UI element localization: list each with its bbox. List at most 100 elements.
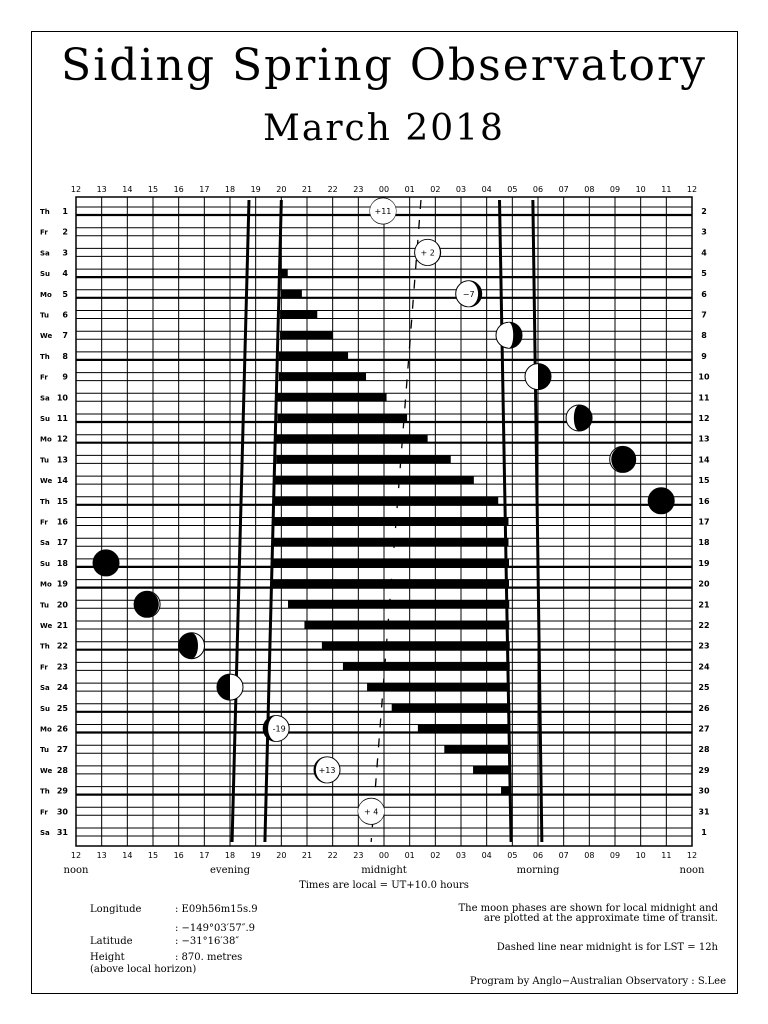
hour-label-top: 10 xyxy=(636,185,646,194)
weekday-label: Sa xyxy=(40,684,50,692)
day-number-label: 18 xyxy=(57,559,69,568)
next-day-label: 20 xyxy=(698,580,710,589)
next-day-label: 10 xyxy=(698,373,710,382)
time-word-label: morning xyxy=(517,865,560,876)
dark-time-bar xyxy=(288,600,510,609)
hour-label-top: 18 xyxy=(225,185,235,194)
weekday-label: Sa xyxy=(40,539,50,547)
weekday-label: Mo xyxy=(40,436,52,444)
weekday-label: We xyxy=(40,622,52,630)
weekday-label: Sa xyxy=(40,829,50,837)
weekday-label: Tu xyxy=(40,312,49,320)
day-number-label: 26 xyxy=(57,725,69,734)
day-number-label: 4 xyxy=(62,269,68,278)
next-day-label: 13 xyxy=(698,435,709,444)
moon-shadow xyxy=(135,591,159,618)
weekday-label: Mo xyxy=(40,726,52,734)
timezone-note: Times are local = UT+10.0 hours xyxy=(299,880,469,891)
dark-time-bar xyxy=(473,765,511,774)
hour-label-top: 09 xyxy=(610,185,620,194)
weekday-label: Mo xyxy=(40,581,52,589)
hour-label-top: 02 xyxy=(430,185,440,194)
hour-label-top: 16 xyxy=(174,185,184,194)
dark-time-bar xyxy=(342,662,510,671)
dark-time-bar xyxy=(273,517,509,526)
latitude-value: : −31°16′38″ xyxy=(175,936,240,947)
dark-time-bar xyxy=(280,331,333,340)
hour-label-bottom: 15 xyxy=(148,851,158,860)
longitude-degrees: : −149°03′57″.9 xyxy=(175,923,256,934)
hour-label-bottom: 04 xyxy=(482,851,492,860)
moon-shadow xyxy=(538,363,551,390)
day-number-label: 5 xyxy=(62,290,68,299)
hour-label-top: 14 xyxy=(122,185,132,194)
hour-label-top: 13 xyxy=(97,185,107,194)
twilight-line-morning-astronomical xyxy=(498,199,513,843)
hour-label-top: 23 xyxy=(353,185,363,194)
moon-shadow xyxy=(93,549,120,576)
weekday-label: Th xyxy=(40,498,50,506)
weekday-label: Fr xyxy=(40,808,48,816)
next-day-label: 14 xyxy=(698,455,710,464)
time-word-label: noon xyxy=(64,865,89,876)
day-number-label: 17 xyxy=(57,538,68,547)
weekday-label: Tu xyxy=(40,601,49,609)
next-day-label: 8 xyxy=(701,331,707,340)
hour-label-bottom: 21 xyxy=(302,851,312,860)
moon-phase-label: + 4 xyxy=(364,807,378,816)
twilight-line-morning-civil xyxy=(531,199,544,843)
hour-label-bottom: 09 xyxy=(610,851,620,860)
moon-shadow xyxy=(217,674,230,701)
hour-label-top: 07 xyxy=(559,185,569,194)
next-day-label: 25 xyxy=(698,683,710,692)
moon-note-line2: are plotted at the approximate time of t… xyxy=(483,913,718,924)
lst-12h-dashed-line xyxy=(370,199,422,843)
hour-label-top: 05 xyxy=(507,185,517,194)
twilight-line-evening-civil xyxy=(230,199,251,843)
dashed-line-note: Dashed line near midnight is for LST = 1… xyxy=(496,942,718,953)
hour-label-top: 22 xyxy=(328,185,338,194)
hour-label-bottom: 05 xyxy=(507,851,517,860)
page-border xyxy=(31,31,738,994)
hour-label-top: 11 xyxy=(661,185,671,194)
next-day-label: 21 xyxy=(698,600,710,609)
next-day-label: 18 xyxy=(698,538,710,547)
next-day-label: 3 xyxy=(701,228,707,237)
next-day-label: 6 xyxy=(701,290,707,299)
weekday-label: Fr xyxy=(40,229,48,237)
dark-time-bar xyxy=(277,393,387,402)
page-title: Siding Spring Observatory xyxy=(61,40,707,91)
height-label: Height xyxy=(90,952,125,963)
dark-time-bar xyxy=(274,476,474,485)
moon-shadow xyxy=(611,446,635,473)
weekday-label: Sa xyxy=(40,394,50,402)
dark-time-bar xyxy=(278,372,367,381)
day-number-label: 9 xyxy=(62,373,68,382)
day-number-label: 22 xyxy=(57,642,68,651)
moon-lit xyxy=(268,715,285,742)
hour-label-top: 15 xyxy=(148,185,158,194)
weekday-label: Mo xyxy=(40,291,52,299)
weekday-label: Tu xyxy=(40,456,49,464)
moon-phase-label: −7 xyxy=(463,290,475,299)
weekday-label: We xyxy=(40,477,52,485)
weekday-label: We xyxy=(40,767,52,775)
next-day-label: 4 xyxy=(701,248,707,257)
weekday-label: Tu xyxy=(40,746,49,754)
day-number-label: 13 xyxy=(57,455,68,464)
next-day-label: 24 xyxy=(698,662,710,671)
hour-label-bottom: 12 xyxy=(71,851,81,860)
longitude-label: Longitude xyxy=(90,904,142,915)
day-number-label: 3 xyxy=(62,248,68,257)
height-note: (above local horizon) xyxy=(90,964,197,975)
dark-time-bar xyxy=(281,289,302,298)
height-value: : 870. metres xyxy=(175,952,243,963)
dark-time-bar xyxy=(271,579,509,588)
dark-time-bar xyxy=(304,621,510,629)
day-number-label: 10 xyxy=(57,393,69,402)
next-day-label: 9 xyxy=(701,352,707,361)
next-day-label: 29 xyxy=(698,766,710,775)
hour-label-bottom: 03 xyxy=(456,851,466,860)
dark-time-bar xyxy=(281,269,288,278)
next-day-label: 15 xyxy=(698,476,710,485)
